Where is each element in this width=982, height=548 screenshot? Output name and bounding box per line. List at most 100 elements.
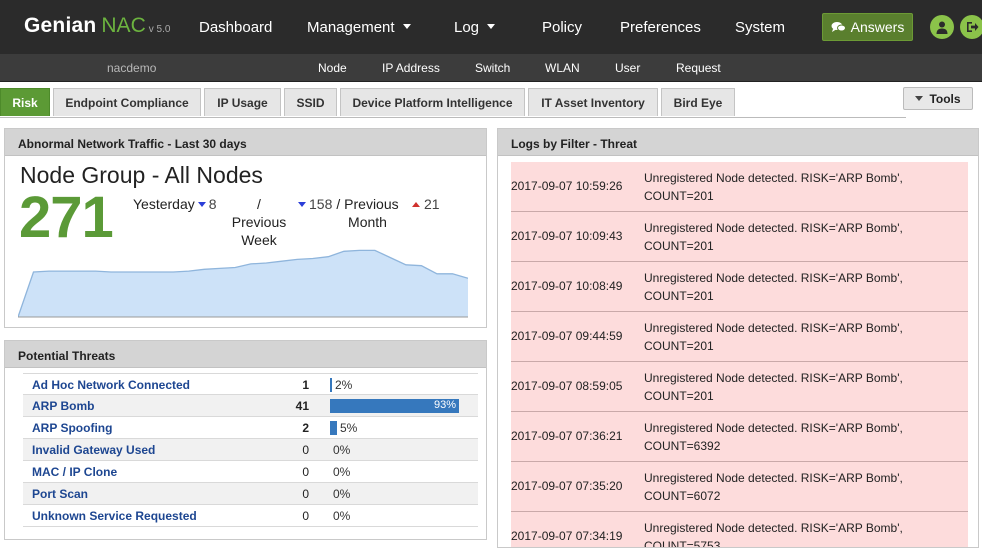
site-name: nacdemo <box>107 61 157 75</box>
threat-percent: 5% <box>340 421 358 435</box>
log-message: Unregistered Node detected. RISK='ARP Bo… <box>644 521 903 548</box>
log-message: Unregistered Node detected. RISK='ARP Bo… <box>644 421 903 453</box>
nav-management-label: Management <box>307 19 395 36</box>
nav-policy-label: Policy <box>542 19 583 36</box>
log-row[interactable]: 2017-09-07 09:44:59 Unregistered Node de… <box>511 312 968 362</box>
user-profile-button[interactable] <box>930 15 954 39</box>
week-label: / Previous Week <box>231 196 287 248</box>
brand-product: NAC <box>101 14 146 37</box>
threat-name[interactable]: ARP Bomb <box>32 399 95 413</box>
log-row[interactable]: 2017-09-07 07:35:20 Unregistered Node de… <box>511 462 968 512</box>
tab-risk[interactable]: Risk <box>0 88 50 116</box>
log-time: 2017-09-07 10:59:26 <box>511 179 623 193</box>
log-message: Unregistered Node detected. RISK='ARP Bo… <box>644 321 903 353</box>
log-row[interactable]: 2017-09-07 08:59:05 Unregistered Node de… <box>511 362 968 412</box>
chevron-down-icon <box>487 24 496 29</box>
nav-log[interactable]: Log <box>454 19 496 36</box>
threat-name[interactable]: ARP Spoofing <box>32 421 113 435</box>
threat-name[interactable]: Unknown Service Requested <box>32 509 197 523</box>
week-value: 158 <box>309 196 333 212</box>
trend-down-icon <box>197 202 206 207</box>
sparkline-area <box>18 250 468 317</box>
threat-percent: 0% <box>333 509 351 523</box>
threat-bar <box>330 378 332 392</box>
nav-system[interactable]: System <box>735 19 785 36</box>
sign-out-icon <box>966 22 978 32</box>
tab-bird-eye[interactable]: Bird Eye <box>661 88 735 116</box>
tab-bird-eye-label: Bird Eye <box>673 95 723 110</box>
subnav-wlan[interactable]: WLAN <box>545 61 580 75</box>
log-row[interactable]: 2017-09-07 10:08:49 Unregistered Node de… <box>511 262 968 312</box>
threat-name[interactable]: Invalid Gateway Used <box>32 443 156 457</box>
threat-count: 41 <box>295 399 309 413</box>
brand-version: v 5.0 <box>148 24 171 35</box>
tab-device-platform-intelligence-label: Device Platform Intelligence <box>352 95 513 110</box>
threat-name[interactable]: Port Scan <box>32 487 89 501</box>
tab-ssid-label: SSID <box>296 95 325 110</box>
threat-percent: 0% <box>333 443 351 457</box>
threat-bar <box>330 399 459 413</box>
threats-panel-title: Potential Threats <box>5 341 486 368</box>
threat-name[interactable]: MAC / IP Clone <box>32 465 118 479</box>
threat-count: 2 <box>302 421 309 435</box>
log-row[interactable]: 2017-09-07 10:59:26 Unregistered Node de… <box>511 162 968 212</box>
nav-dashboard-label: Dashboard <box>199 19 273 36</box>
top-navbar: Genian NAC v 5.0 Dashboard Management Lo… <box>0 0 982 54</box>
tab-ip-usage-label: IP Usage <box>217 95 268 110</box>
sparkline-line <box>18 249 468 318</box>
threat-row[interactable]: ARP Spoofing 2 5% <box>23 417 478 439</box>
threats-panel: Potential Threats Ad Hoc Network Connect… <box>4 340 487 540</box>
threat-row[interactable]: Invalid Gateway Used 0 0% <box>23 439 478 461</box>
log-row[interactable]: 2017-09-07 10:09:43 Unregistered Node de… <box>511 212 968 262</box>
caret-down-icon <box>915 96 924 101</box>
week-stat: 158 <box>295 195 332 213</box>
user-icon <box>936 21 948 34</box>
month-label: / Previous Month <box>336 196 399 230</box>
threat-row[interactable]: Port Scan 0 0% <box>23 483 478 505</box>
nav-preferences[interactable]: Preferences <box>620 19 701 36</box>
subnav-ip-address[interactable]: IP Address <box>382 61 440 75</box>
tab-ip-usage[interactable]: IP Usage <box>204 88 281 116</box>
threat-percent: 0% <box>333 487 351 501</box>
traffic-panel: Abnormal Network Traffic - Last 30 days … <box>4 128 487 328</box>
threat-count: 0 <box>302 487 309 501</box>
log-message: Unregistered Node detected. RISK='ARP Bo… <box>644 271 903 303</box>
answers-button[interactable]: Answers <box>822 13 913 41</box>
node-group-count[interactable]: 271 <box>19 185 114 250</box>
threat-row[interactable]: Ad Hoc Network Connected 1 2% <box>23 373 478 395</box>
nav-system-label: System <box>735 19 786 36</box>
subnav-request[interactable]: Request <box>676 61 721 75</box>
logs-panel: Logs by Filter - Threat 2017-09-07 10:59… <box>497 128 979 548</box>
nav-dashboard[interactable]: Dashboard <box>199 19 272 36</box>
threat-row[interactable]: ARP Bomb 41 93% <box>23 395 478 417</box>
nav-management[interactable]: Management <box>307 19 411 36</box>
month-stat: 21 <box>410 195 440 213</box>
threat-percent: 93% <box>434 399 457 411</box>
log-message: Unregistered Node detected. RISK='ARP Bo… <box>644 221 903 253</box>
subnav-user[interactable]: User <box>615 61 641 75</box>
tab-ssid[interactable]: SSID <box>284 88 337 116</box>
brand-logo[interactable]: Genian NAC v 5.0 <box>24 14 170 40</box>
trend-up-icon <box>412 202 420 207</box>
threat-name[interactable]: Ad Hoc Network Connected <box>32 378 191 392</box>
tab-device-platform-intelligence[interactable]: Device Platform Intelligence <box>340 88 525 116</box>
yesterday-value: 8 <box>208 196 217 212</box>
node-group-title[interactable]: Node Group - All Nodes <box>20 162 263 188</box>
yesterday-stat: Yesterday 8 <box>133 195 217 213</box>
logout-button[interactable] <box>960 15 982 39</box>
tab-it-asset-inventory[interactable]: IT Asset Inventory <box>528 88 658 116</box>
chevron-down-icon <box>402 24 411 29</box>
trend-down-icon <box>298 202 306 207</box>
tools-dropdown-button[interactable]: Tools <box>903 87 973 110</box>
nav-policy[interactable]: Policy <box>542 19 582 36</box>
tabs-divider <box>0 117 906 118</box>
threat-count: 0 <box>302 443 309 457</box>
traffic-sparkline-chart <box>18 249 468 318</box>
tab-endpoint-compliance[interactable]: Endpoint Compliance <box>53 88 201 116</box>
threat-row[interactable]: Unknown Service Requested 0 0% <box>23 505 478 527</box>
threat-row[interactable]: MAC / IP Clone 0 0% <box>23 461 478 483</box>
subnav-switch[interactable]: Switch <box>475 61 511 75</box>
log-row[interactable]: 2017-09-07 07:36:21 Unregistered Node de… <box>511 412 968 462</box>
subnav-node[interactable]: Node <box>318 61 347 75</box>
month-value: 21 <box>424 196 440 212</box>
